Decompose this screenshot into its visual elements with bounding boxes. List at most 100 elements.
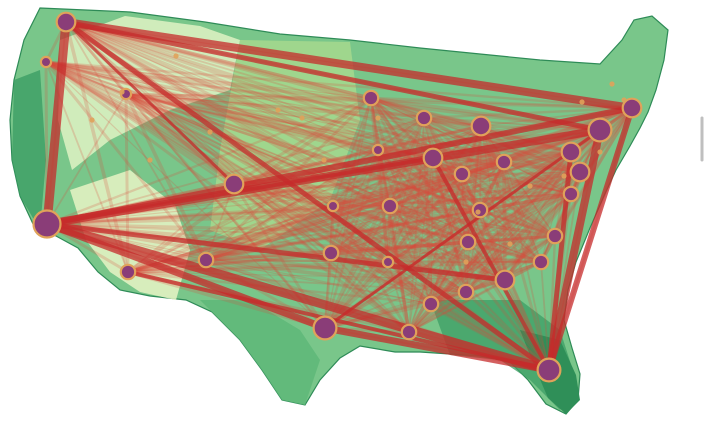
hub-boston [621,97,643,119]
route-line [124,92,380,152]
hub-nashville [471,201,489,219]
route-line [376,148,573,196]
route-line [331,172,464,208]
route-line [408,241,469,333]
route-line [44,60,582,174]
route-line [377,125,482,151]
route-line [205,209,481,261]
route-line [478,208,557,238]
route-line [332,193,572,207]
route-line [44,60,470,244]
route-line [386,124,483,264]
hub-chicago [422,147,444,169]
minor-stop-marker [561,173,567,179]
route-line [323,148,380,330]
route-line [466,150,573,244]
hub-new-york [587,117,613,143]
hub-dallas [322,244,340,262]
route-line [388,172,464,208]
route-line [331,156,435,208]
trunk-route [63,19,552,373]
route-line [370,97,542,263]
trunk-route [323,128,602,330]
route-line [204,258,507,282]
route-line [377,149,506,281]
route-line [466,234,557,244]
route-line [408,173,463,333]
route-line [478,192,573,212]
route-line [464,170,582,294]
route-line [429,160,506,306]
route-line [232,182,390,264]
route-line [429,302,551,372]
route-line [323,124,483,330]
route-line [44,60,468,294]
route-line [44,60,380,152]
route-line [65,21,432,305]
route-line [369,96,634,110]
route-line [204,204,335,262]
route-line [323,251,333,330]
route-line [431,156,573,196]
route-line [205,171,581,261]
route-line [232,116,426,186]
route-line [503,161,556,237]
hub-san-francisco [32,209,62,239]
minor-stop-marker [579,99,585,105]
route-line [124,92,468,294]
route-line [204,128,602,262]
route-line [204,160,506,262]
route-line [44,60,426,120]
route-line [65,21,332,254]
route-line [46,223,469,243]
route-line [460,150,573,176]
route-line [461,171,581,175]
route-line [540,151,572,263]
route-line [430,171,581,305]
route-line [64,20,543,264]
minor-stop-marker [89,117,95,123]
route-line [45,222,543,264]
minor-stop-marker [597,149,603,155]
route-line [388,156,435,208]
route-line [460,172,557,238]
trunk-route [42,17,71,229]
route-line [369,96,470,244]
minor-stop-marker [275,107,281,113]
route-line [124,92,507,282]
trunk-route [64,20,236,186]
route-line [44,60,482,212]
hub-minneapolis [362,89,380,107]
route-line [65,21,379,151]
route-line [478,160,506,212]
minor-stop-marker [147,157,153,163]
route-line [323,172,464,330]
route-line [204,258,468,294]
route-line [124,92,208,262]
hub-philadelphia [560,141,582,163]
route-line [125,93,550,371]
route-line [44,60,551,372]
hub-indianapolis [495,153,513,171]
route-line [126,150,573,274]
hub-memphis [457,283,475,301]
route-line [332,205,556,237]
route-line [331,170,582,208]
route-line [540,261,550,371]
route-line [331,160,506,208]
hub-washington [569,161,591,183]
route-line [232,182,551,372]
route-line [329,251,390,264]
minor-stop-marker [173,53,179,59]
route-line [408,157,434,333]
route-line [332,205,467,293]
route-line [407,124,483,334]
route-line [467,171,581,243]
route-line [126,156,435,274]
trunk-route [126,270,551,372]
route-line [64,20,557,238]
route-line [389,205,481,211]
route-line [204,258,543,264]
route-line [126,172,464,274]
